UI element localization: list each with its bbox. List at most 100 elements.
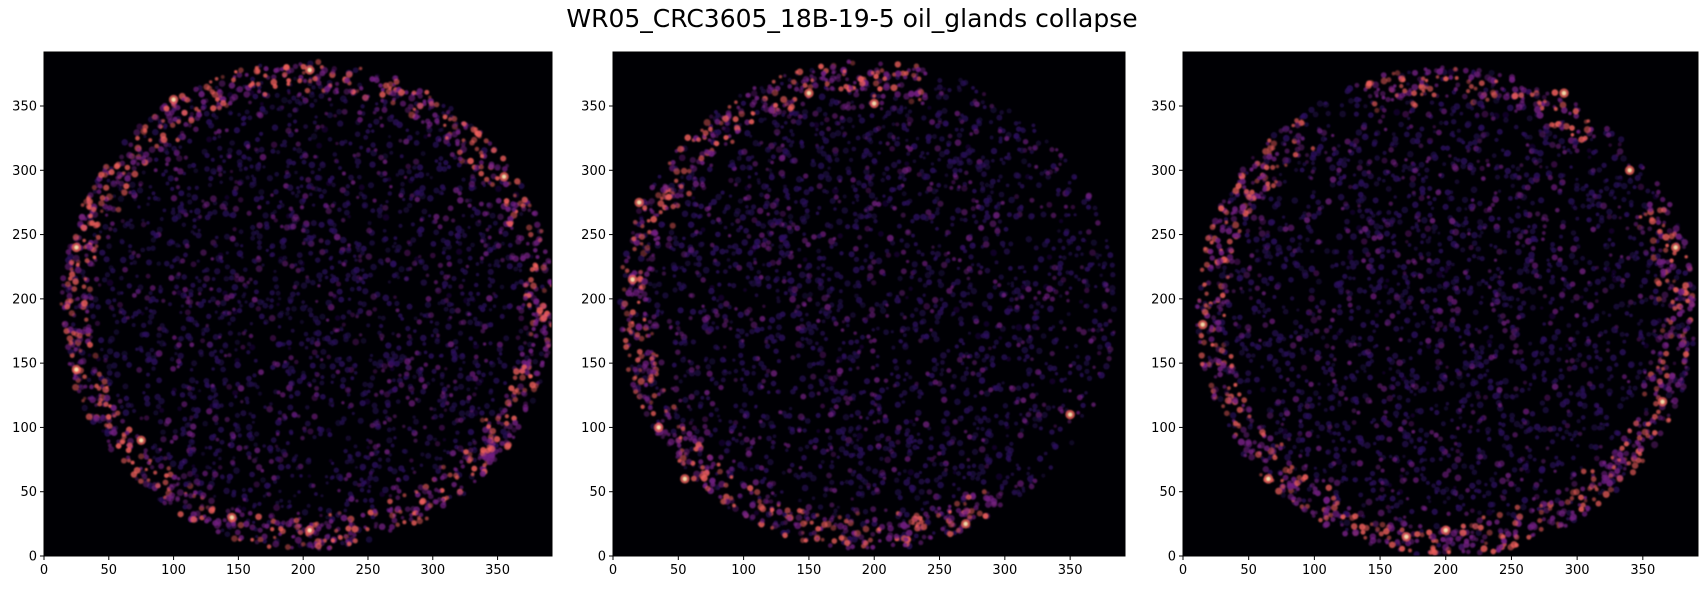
rim-speckle	[214, 76, 219, 81]
speckle	[488, 409, 496, 417]
speckle	[1107, 252, 1114, 259]
speckle	[851, 536, 858, 543]
speckle	[288, 161, 293, 165]
rim-speckle	[378, 83, 383, 88]
speckle	[676, 424, 681, 429]
speckle	[255, 384, 260, 390]
speckle	[431, 220, 436, 225]
speckle	[929, 372, 935, 379]
speckle	[961, 495, 967, 501]
rim-speckle	[76, 388, 82, 394]
speckle	[252, 182, 257, 187]
speckle	[151, 191, 156, 196]
speckle	[382, 99, 388, 105]
speckle	[897, 471, 902, 476]
speckle	[817, 162, 825, 170]
speckle	[190, 360, 198, 367]
speckle	[343, 190, 350, 197]
speckle	[922, 156, 926, 160]
rim-speckle	[521, 364, 527, 370]
speckle	[248, 302, 255, 308]
speckle	[447, 205, 454, 212]
speckle	[391, 378, 396, 383]
speckle	[365, 527, 370, 532]
speckle	[259, 106, 266, 113]
speckle	[126, 315, 130, 320]
speckle	[934, 112, 941, 119]
speckle	[154, 298, 159, 303]
speckle	[780, 252, 787, 259]
speckle	[986, 292, 994, 300]
speckle	[1010, 284, 1015, 288]
rim-speckle	[374, 522, 379, 527]
speckle	[252, 373, 257, 378]
rim-speckle	[495, 197, 502, 204]
speckle	[191, 194, 199, 201]
speckle	[928, 444, 934, 451]
speckle	[455, 430, 460, 435]
speckle	[1013, 276, 1018, 281]
speckle	[287, 346, 292, 351]
speckle	[495, 242, 502, 249]
speckle	[253, 358, 258, 363]
speckle	[926, 279, 933, 286]
speckle	[247, 115, 253, 121]
speckle	[466, 302, 471, 307]
speckle	[208, 445, 213, 450]
rim-speckle	[124, 175, 131, 182]
speckle	[861, 151, 868, 159]
rim-speckle	[544, 339, 550, 345]
speckle	[723, 345, 727, 349]
speckle	[845, 77, 849, 82]
speckle	[370, 263, 377, 271]
speckle	[734, 438, 739, 443]
speckle	[252, 176, 257, 182]
speckle	[526, 341, 533, 348]
speckle	[129, 218, 133, 223]
speckle	[1056, 187, 1061, 193]
speckle	[177, 352, 184, 360]
speckle	[275, 447, 281, 453]
speckle	[902, 315, 907, 320]
rim-speckle	[352, 532, 357, 538]
speckle	[341, 171, 346, 176]
speckle	[133, 197, 137, 202]
speckle	[345, 247, 352, 254]
speckle	[189, 342, 195, 348]
speckle	[950, 215, 956, 221]
speckle	[430, 241, 437, 247]
speckle	[420, 334, 427, 342]
speckle	[847, 535, 853, 542]
speckle	[780, 490, 784, 494]
speckle	[500, 421, 505, 427]
speckle	[121, 350, 128, 358]
speckle	[219, 403, 224, 408]
speckle	[417, 171, 425, 179]
speckle	[207, 210, 213, 217]
rim-speckle	[389, 512, 396, 519]
speckle	[325, 207, 332, 215]
speckle	[266, 405, 274, 413]
rim-speckle	[421, 487, 429, 495]
speckle	[70, 322, 76, 327]
rim-speckle	[526, 302, 532, 308]
speckle	[529, 352, 534, 357]
speckle	[860, 520, 867, 528]
rim-speckle	[532, 240, 539, 247]
speckle	[877, 151, 881, 155]
rim-speckle	[105, 193, 113, 201]
speckle	[541, 288, 547, 294]
speckle	[1036, 455, 1044, 462]
speckle	[181, 383, 187, 389]
speckle	[904, 200, 911, 206]
speckle	[335, 141, 339, 146]
speckle	[205, 313, 212, 320]
rim-speckle	[110, 404, 117, 412]
speckle	[106, 178, 111, 183]
speckle	[1041, 411, 1048, 419]
speckle	[810, 161, 817, 168]
speckle	[317, 187, 322, 193]
rim-speckle	[250, 81, 255, 86]
rim-speckle	[99, 195, 106, 201]
speckle	[945, 140, 952, 147]
